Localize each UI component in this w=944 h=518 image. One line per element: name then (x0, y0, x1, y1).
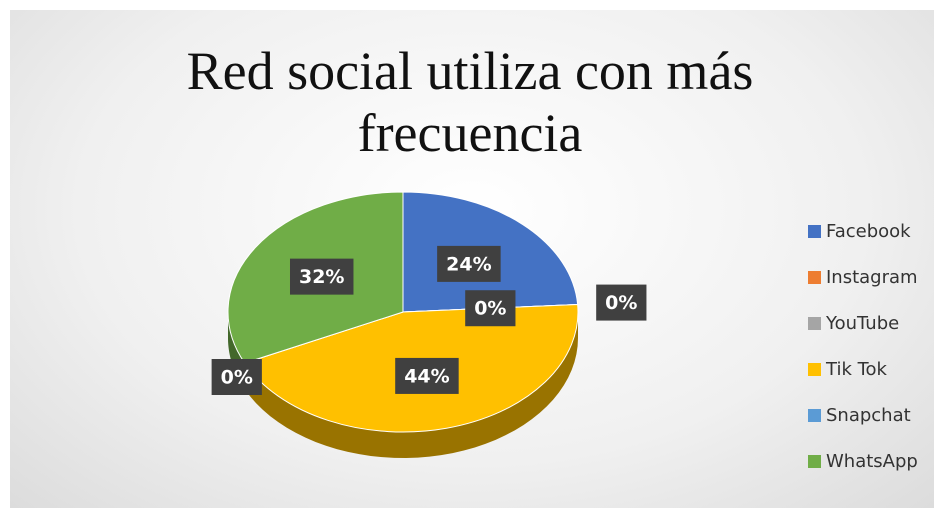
data-label-box (395, 357, 459, 394)
legend-label: Tik Tok (825, 359, 888, 380)
legend-label: YouTube (825, 313, 899, 334)
data-label: 0% (465, 290, 516, 327)
data-label: 0% (211, 359, 262, 395)
legend-swatch (808, 455, 821, 468)
legend-swatch (808, 363, 821, 376)
data-label: 32% (289, 258, 354, 295)
legend-label: Instagram (826, 267, 918, 288)
legend-label: Snapchat (826, 405, 911, 426)
data-label-text: 0% (221, 367, 253, 389)
data-label: 0% (596, 284, 647, 321)
data-label-text: 32% (299, 266, 344, 288)
data-label-box (596, 284, 647, 321)
legend-label: WhatsApp (826, 451, 918, 472)
data-label-box (465, 290, 516, 327)
legend-swatch (808, 409, 821, 422)
legend-swatch (808, 317, 821, 330)
data-label-text: 0% (474, 298, 506, 320)
chart-title: Red social utiliza con más frecuencia (186, 41, 754, 163)
data-label-box (289, 258, 354, 295)
data-label-text: 44% (404, 365, 449, 387)
data-label: 44% (395, 357, 459, 394)
data-label-box (211, 359, 262, 395)
data-label-text: 0% (605, 292, 637, 314)
legend-swatch (808, 271, 821, 284)
data-label-box (437, 245, 501, 282)
slice-side (244, 312, 578, 458)
data-label: 24% (437, 245, 501, 282)
data-label-text: 24% (446, 253, 491, 275)
legend-label: Facebook (826, 221, 911, 242)
legend-swatch (808, 225, 821, 238)
